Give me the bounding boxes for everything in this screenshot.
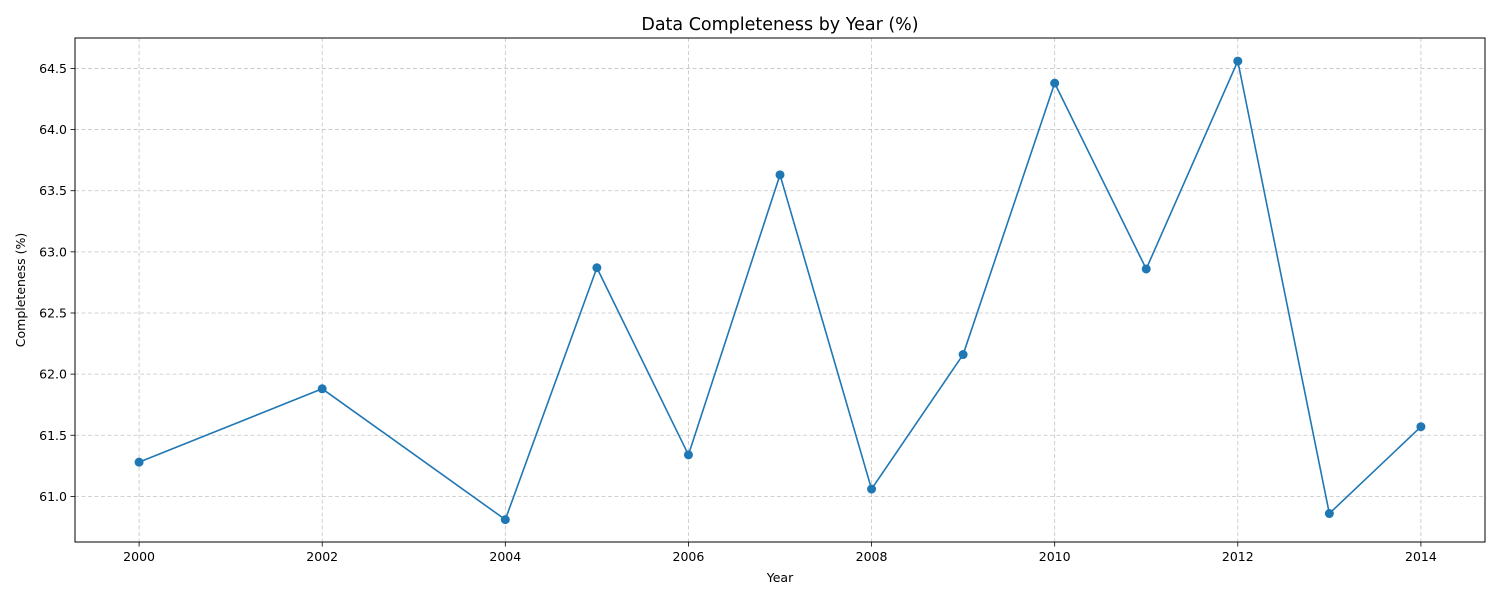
data-point	[958, 350, 968, 360]
plot-area-frame	[74, 37, 1486, 543]
data-point	[1416, 422, 1426, 432]
y-axis-label: Completeness (%)	[13, 233, 28, 347]
grid-lines	[75, 38, 1485, 542]
y-tick-label: 63.5	[39, 183, 67, 198]
y-axis-ticks: 61.0 61.5 62.0 62.5 63.0 63.5 64.0 64.5	[39, 61, 75, 504]
x-tick-label: 2006	[673, 549, 705, 564]
data-point	[1324, 509, 1334, 519]
y-tick-label: 61.5	[39, 428, 67, 443]
y-tick-label: 63.0	[39, 244, 67, 259]
x-tick-label: 2010	[1039, 549, 1071, 564]
x-tick-label: 2012	[1222, 549, 1254, 564]
data-point	[500, 515, 510, 525]
y-tick-label: 64.5	[39, 61, 67, 76]
x-axis-ticks: 2000 2002 2004 2006 2008 2010 2012 2014	[123, 542, 1437, 564]
y-tick-label: 64.0	[39, 122, 67, 137]
x-tick-label: 2000	[123, 549, 155, 564]
data-point	[867, 484, 877, 494]
x-axis-label: Year	[766, 570, 794, 585]
x-tick-label: 2014	[1405, 549, 1437, 564]
data-point	[1233, 56, 1243, 66]
x-tick-label: 2002	[306, 549, 338, 564]
y-tick-label: 62.5	[39, 305, 67, 320]
chart-title: Data Completeness by Year (%)	[641, 15, 918, 35]
data-point	[775, 170, 785, 180]
x-tick-label: 2004	[489, 549, 521, 564]
data-point	[1141, 264, 1151, 274]
data-point	[1050, 78, 1060, 88]
data-point	[592, 263, 602, 273]
x-tick-label: 2008	[856, 549, 888, 564]
data-point	[317, 384, 327, 394]
data-point	[683, 450, 693, 460]
data-point	[134, 457, 144, 467]
y-tick-label: 61.0	[39, 489, 67, 504]
y-tick-label: 62.0	[39, 367, 67, 382]
series-layer	[134, 56, 1426, 525]
